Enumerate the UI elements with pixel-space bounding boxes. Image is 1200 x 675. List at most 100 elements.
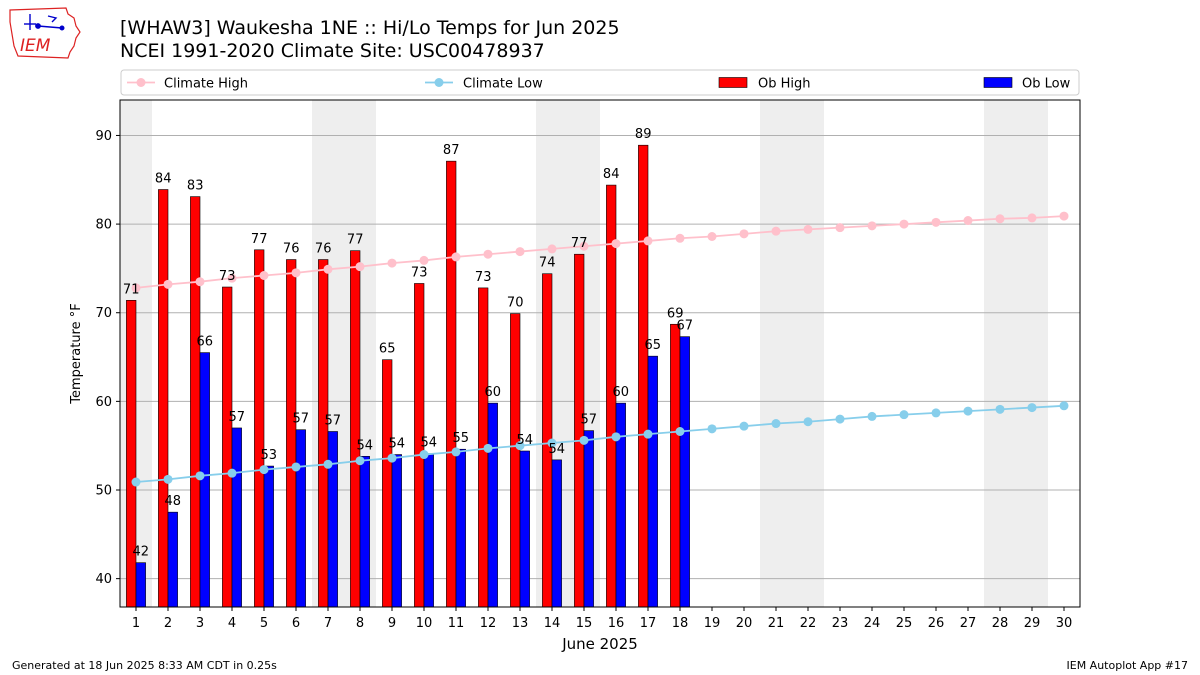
legend-ob-low-swatch: [983, 77, 1013, 88]
climate-high-point: [931, 217, 941, 227]
climate-high-point: [259, 271, 269, 280]
climate-low-point: [707, 424, 717, 434]
x-tick-label: 13: [512, 616, 529, 631]
climate-high-point: [547, 244, 557, 254]
climate-low-point: [195, 471, 205, 481]
weekend-shade: [792, 100, 824, 607]
climate-low-point: [835, 414, 845, 424]
climate-high-point: [995, 214, 1005, 224]
ob-low-bar: [327, 431, 338, 608]
x-tick-label: 29: [1024, 616, 1041, 631]
y-axis-label: Temperature °F: [69, 303, 84, 404]
y-tick-label: 80: [95, 218, 112, 233]
x-tick-label: 5: [260, 616, 268, 631]
ob-low-label: 57: [325, 414, 342, 429]
x-tick-label: 1: [132, 616, 140, 631]
ob-low-label: 57: [581, 413, 598, 428]
climate-high-point: [419, 255, 429, 265]
ob-low-bar: [295, 429, 306, 608]
x-tick-label: 16: [608, 616, 625, 631]
iem-logo: IEM: [9, 7, 81, 59]
x-tick-label: 8: [356, 616, 364, 631]
ob-low-bar: [679, 336, 690, 608]
ob-high-bar: [286, 259, 297, 608]
ob-low-label: 42: [133, 545, 150, 560]
ob-high-bar: [222, 286, 233, 608]
ob-low-label: 57: [293, 412, 310, 427]
climate-low-point: [419, 450, 429, 460]
climate-low-point: [771, 419, 781, 429]
climate-low-point: [387, 453, 397, 463]
climate-low-point: [899, 410, 909, 420]
weekend-shade: [1016, 100, 1048, 607]
x-tick-label: 2: [164, 616, 172, 631]
x-tick-label: 11: [448, 616, 465, 631]
x-tick-label: 3: [196, 616, 204, 631]
climate-high-point: [323, 264, 333, 274]
ob-high-label: 77: [571, 236, 588, 251]
ob-low-label: 60: [485, 385, 502, 400]
x-tick-label: 23: [832, 616, 849, 631]
climate-high-point: [515, 247, 525, 257]
x-tick-label: 15: [576, 616, 593, 631]
climate-low-point: [675, 427, 685, 436]
ob-high-bar: [254, 249, 265, 608]
climate-high-line: [135, 215, 1065, 289]
generated-timestamp: Generated at 18 Jun 2025 8:33 AM CDT in …: [12, 659, 277, 672]
ob-high-label: 76: [283, 242, 300, 257]
x-tick-label: 9: [388, 616, 396, 631]
climate-low-point: [515, 441, 525, 451]
climate-low-point: [547, 438, 557, 448]
x-tick-label: 24: [864, 616, 881, 631]
climate-high-point: [451, 252, 461, 262]
ob-high-bar: [190, 196, 201, 608]
plot-frame: [119, 99, 1081, 608]
ob-high-bar: [350, 250, 361, 608]
x-tick-label: 30: [1056, 616, 1073, 631]
climate-high-point: [387, 258, 397, 268]
climate-low-point: [291, 462, 301, 472]
climate-low-point: [867, 411, 877, 421]
ob-low-label: 55: [453, 431, 470, 446]
ob-high-bar: [574, 253, 585, 608]
x-axis-label: June 2025: [561, 635, 638, 653]
legend-climate-low-label: Climate Low: [463, 77, 543, 92]
ob-low-bar: [455, 448, 466, 608]
climate-low-point: [1027, 403, 1037, 413]
x-tick-label: 28: [992, 616, 1009, 631]
weekend-shade: [984, 100, 1016, 607]
climate-high-point: [963, 216, 973, 226]
legend-climate-high-label: Climate High: [164, 77, 248, 92]
climate-low-point: [483, 443, 493, 453]
x-tick-label: 19: [704, 616, 721, 631]
ob-low-bar: [167, 511, 178, 608]
ob-high-label: 84: [155, 172, 172, 187]
climate-high-point: [355, 262, 365, 272]
y-tick-label: 50: [95, 484, 112, 499]
climate-low-point: [739, 421, 749, 431]
x-tick-label: 10: [416, 616, 433, 631]
legend-ob-high-swatch: [718, 77, 748, 88]
ob-high-bar: [670, 323, 681, 608]
climate-high-point: [867, 221, 877, 231]
x-tick-label: 18: [672, 616, 689, 631]
climate-low-point: [963, 406, 973, 416]
ob-high-label: 77: [251, 232, 268, 247]
ob-low-bar: [423, 453, 434, 608]
ob-high-label: 70: [507, 296, 524, 311]
ob-low-bar: [487, 402, 498, 608]
x-tick-label: 4: [228, 616, 236, 631]
ob-low-label: 54: [549, 442, 566, 457]
climate-high-point: [483, 249, 493, 259]
climate-low-point: [323, 459, 333, 469]
ob-low-label: 54: [389, 437, 406, 452]
x-tick-label: 25: [896, 616, 913, 631]
climate-high-point: [227, 273, 237, 283]
ob-low-bar: [583, 430, 594, 608]
climate-high-point: [643, 236, 653, 246]
climate-high-point: [163, 279, 173, 289]
ob-low-bar: [231, 427, 242, 608]
weather-instrument-icon: [24, 14, 65, 31]
ob-high-label: 87: [443, 143, 460, 158]
ob-high-bar: [158, 189, 169, 608]
